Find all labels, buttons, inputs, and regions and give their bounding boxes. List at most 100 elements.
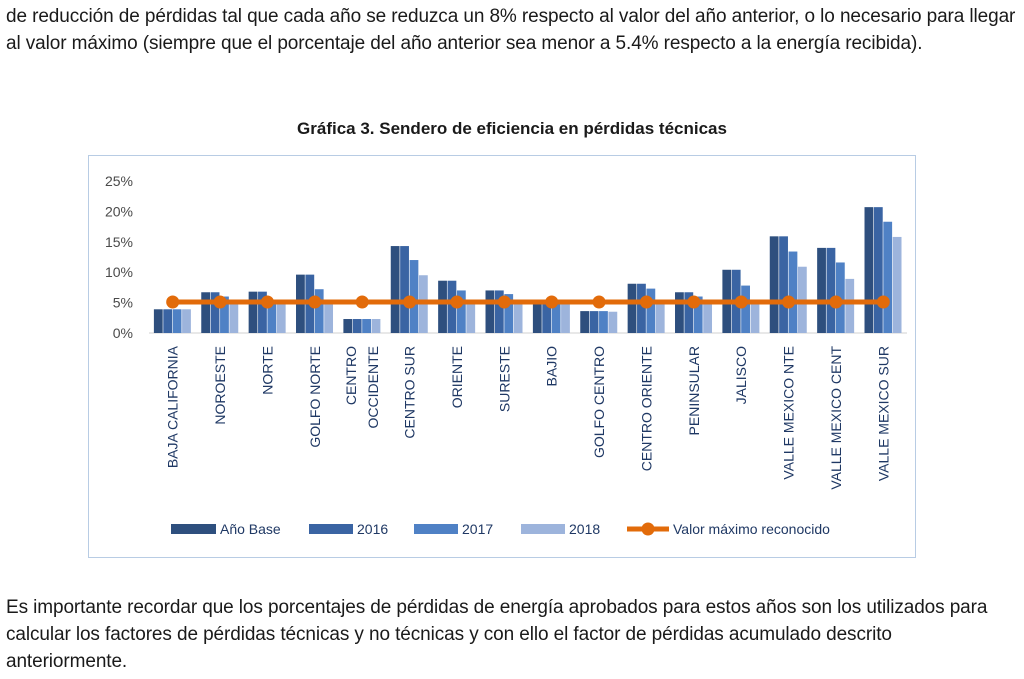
bar (182, 309, 191, 333)
category-label: OCCIDENTE (365, 346, 381, 428)
bar (873, 207, 883, 333)
bar (172, 309, 182, 333)
legend-label: Año Base (220, 521, 281, 537)
category-label: CENTRO ORIENTE (638, 346, 654, 471)
bar (210, 292, 220, 333)
line-marker (355, 295, 369, 309)
line-marker (734, 295, 748, 309)
category-label: GOLFO NORTE (307, 346, 323, 448)
category-label: CENTRO (343, 346, 359, 405)
bar (371, 319, 381, 333)
bar (153, 309, 163, 333)
y-tick-label: 10% (105, 264, 133, 280)
bar (248, 291, 258, 333)
closing-paragraph: Es importante recordar que los porcentaj… (6, 597, 988, 672)
line-marker (213, 295, 227, 309)
line-marker (497, 295, 511, 309)
bar (599, 311, 608, 333)
bar (769, 236, 779, 333)
bar (542, 300, 552, 333)
bar (267, 299, 277, 333)
legend-label: 2017 (462, 521, 493, 537)
bar (163, 309, 173, 333)
bar (637, 283, 646, 333)
bar (750, 301, 760, 333)
bar (494, 290, 504, 333)
category-label: JALISCO (733, 346, 749, 404)
y-tick-label: 25% (105, 173, 133, 189)
line-marker (639, 295, 653, 309)
bar (276, 301, 286, 333)
bar (655, 301, 665, 333)
category-label: BAJIO (544, 346, 560, 387)
legend-swatch (171, 524, 216, 534)
bar (352, 319, 362, 333)
bar (741, 285, 750, 333)
bar (580, 311, 590, 333)
bar (693, 296, 703, 333)
bar (532, 300, 542, 333)
bar (343, 319, 353, 333)
line-marker (592, 295, 606, 309)
y-tick-label: 0% (113, 325, 133, 341)
bar (400, 246, 409, 333)
legend-label: 2018 (569, 521, 600, 537)
bar (646, 288, 656, 333)
bar (817, 247, 826, 333)
bar (608, 311, 618, 333)
bar (779, 236, 788, 333)
legend-swatch (309, 524, 353, 534)
bar (883, 221, 893, 333)
bar (201, 292, 211, 333)
bar (589, 311, 599, 333)
category-label: PENINSULAR (686, 346, 702, 435)
bar (627, 283, 637, 333)
line-marker (308, 295, 322, 309)
bar (703, 301, 713, 333)
line-marker (687, 295, 701, 309)
legend-swatch (414, 524, 458, 534)
bar (447, 280, 457, 333)
bar (229, 301, 239, 333)
category-label: CENTRO SUR (402, 346, 418, 439)
bar (845, 278, 855, 333)
bar (466, 301, 476, 333)
line-marker (829, 295, 843, 309)
bar (456, 290, 466, 333)
line-marker (166, 295, 180, 309)
line-marker (260, 295, 274, 309)
category-label: NORTE (259, 346, 275, 395)
line-marker (782, 295, 796, 309)
legend-label: 2016 (357, 521, 388, 537)
legend-line-marker (641, 522, 655, 536)
line-marker (876, 295, 890, 309)
bar (409, 260, 419, 333)
bar (684, 292, 694, 333)
bar (324, 301, 334, 333)
bar (362, 319, 371, 333)
intro-paragraph: de reducción de pérdidas tal que cada añ… (6, 6, 1016, 54)
bar (314, 289, 324, 333)
bar (220, 296, 229, 333)
bar (485, 290, 495, 333)
category-label: VALLE MEXICO NTE (781, 346, 797, 480)
bar (561, 301, 570, 333)
legend-swatch (521, 524, 565, 534)
legend-label: Valor máximo reconocido (673, 521, 830, 537)
bar (675, 292, 684, 333)
bar (892, 236, 902, 333)
category-label: NOROESTE (212, 346, 228, 425)
category-label: VALLE MEXICO SUR (875, 346, 891, 481)
bar (513, 301, 523, 333)
y-tick-label: 20% (105, 203, 133, 219)
line-marker (545, 295, 559, 309)
bar (258, 291, 267, 333)
y-tick-label: 5% (113, 295, 133, 311)
chart-svg: 0% 5% 10% 15% 20% 25% BAJA CALIFORNIA NOROESTE N… (105, 173, 907, 537)
chart-title: Gráfica 3. Sendero de eficiencia en pérd… (297, 119, 727, 138)
category-label: SURESTE (496, 346, 512, 412)
category-label: BAJA CALIFORNIA (165, 345, 181, 468)
y-tick-label: 15% (105, 234, 133, 250)
bar (788, 251, 798, 333)
line-marker (450, 295, 464, 309)
